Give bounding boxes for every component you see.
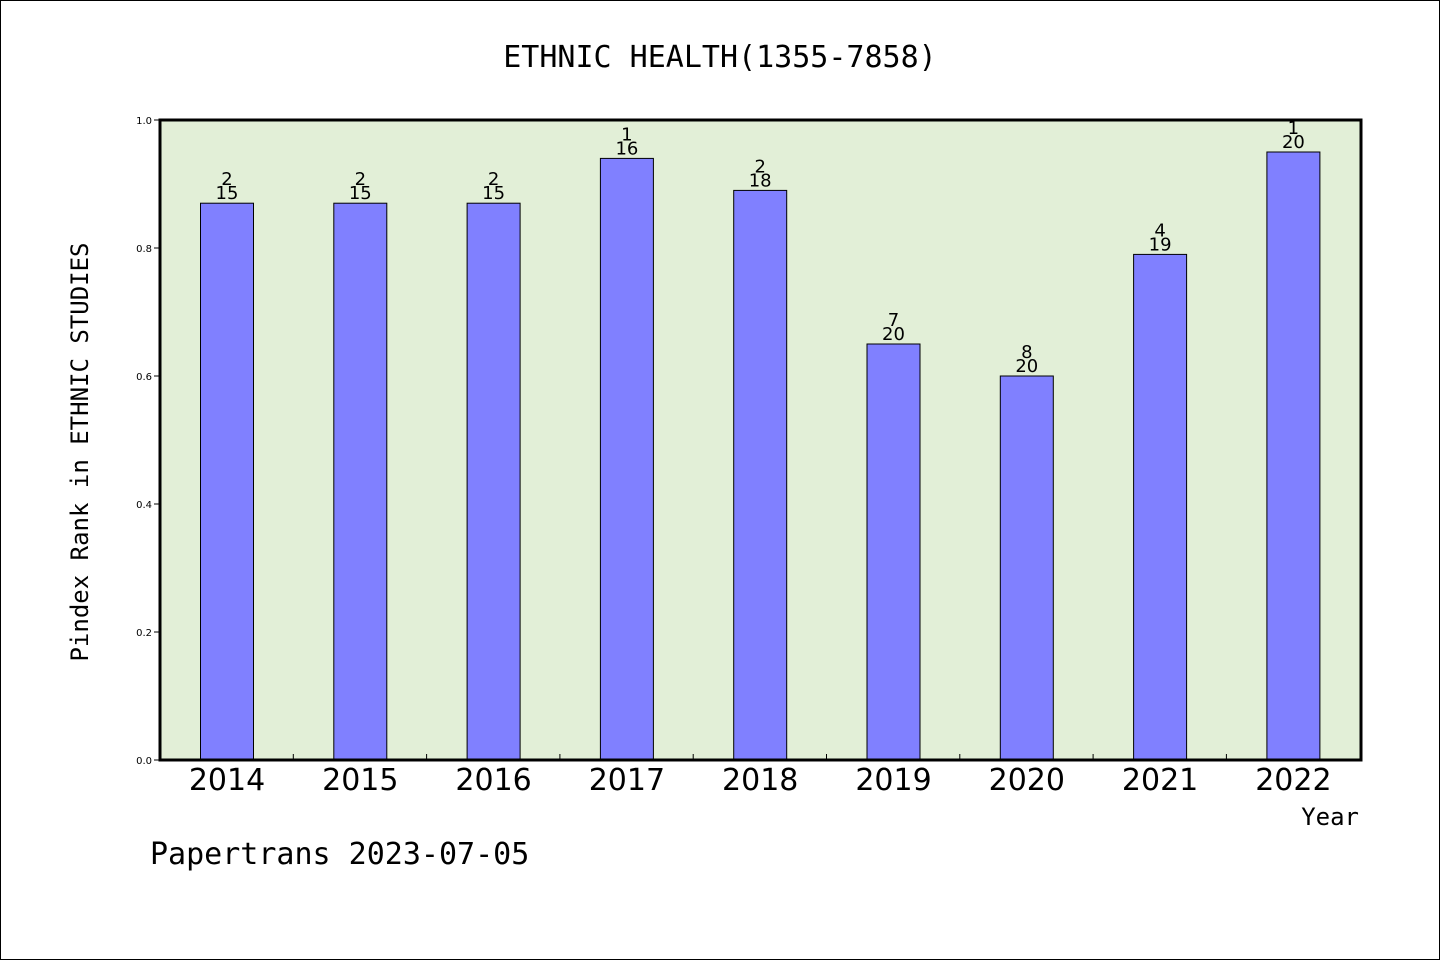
y-axis-label: Pindex Rank in ETHNIC STUDIES: [66, 242, 94, 661]
bar-2015: [333, 202, 388, 761]
footer-credit: Papertrans 2023-07-05: [150, 837, 529, 872]
bar-label-top-2016: 2: [488, 169, 499, 190]
x-axis-label: Year: [1301, 803, 1359, 831]
bar-label-bottom-2015: 15: [349, 183, 372, 204]
y-tick-label: 0.0: [136, 756, 152, 767]
bar-label-bottom-2016: 15: [482, 183, 505, 204]
chart-title: ETHNIC HEALTH(1355-7858): [503, 40, 936, 75]
bar-label-bottom-2014: 15: [216, 183, 239, 204]
bar-2014: [200, 202, 254, 761]
bar-label-top-2020: 8: [1021, 342, 1032, 363]
bar-label-top-2017: 1: [621, 124, 632, 145]
x-tick-label-2021: 2021: [1122, 763, 1198, 798]
bar-label-top-2018: 2: [754, 156, 765, 177]
y-tick-label: 0.4: [136, 500, 152, 511]
bar-label-bottom-2018: 18: [749, 170, 772, 191]
plot-border: [158, 118, 1363, 762]
x-tick-label-2017: 2017: [589, 763, 665, 798]
bar-2018: [733, 189, 788, 761]
bar-2022: [1266, 151, 1321, 761]
x-tick-label-2019: 2019: [855, 763, 931, 798]
bar-2017: [599, 157, 654, 761]
bar-label-top-2021: 4: [1154, 220, 1165, 241]
bar-label-bottom-2019: 20: [882, 324, 905, 345]
bar-label-top-2019: 7: [888, 310, 899, 331]
x-tick-label-2022: 2022: [1255, 763, 1331, 798]
x-tick-label-2015: 2015: [322, 763, 398, 798]
x-tick-label-2014: 2014: [189, 763, 265, 798]
y-axis: 0.0 0.2 0.4 0.6 0.8 1.0: [136, 116, 160, 767]
bar-2021: [1133, 253, 1188, 761]
x-axis: 2014 2015 2016 2017 2018 2019 2020 2021 2022: [189, 754, 1332, 798]
bar-label-top-2015: 2: [355, 169, 366, 190]
bar-2019: [866, 343, 921, 761]
bar-label-bottom-2021: 19: [1149, 234, 1172, 255]
x-tick-label-2020: 2020: [989, 763, 1065, 798]
bar-label-top-2022: 1: [1288, 118, 1299, 139]
bar-label-bottom-2017: 16: [615, 138, 638, 159]
x-tick-label-2016: 2016: [455, 763, 531, 798]
y-tick-label: 0.8: [136, 244, 152, 255]
bar-2020: [999, 375, 1054, 761]
y-tick-label: 1.0: [136, 116, 152, 127]
bar-label-bottom-2022: 20: [1282, 132, 1305, 153]
bar-2016: [466, 202, 521, 761]
y-tick-label: 0.2: [136, 628, 152, 639]
bar-label-bottom-2020: 20: [1015, 356, 1038, 377]
bars-layer: [200, 151, 1321, 761]
y-tick-label: 0.6: [136, 372, 152, 383]
bar-label-top-2014: 2: [221, 169, 232, 190]
x-tick-label-2018: 2018: [722, 763, 798, 798]
